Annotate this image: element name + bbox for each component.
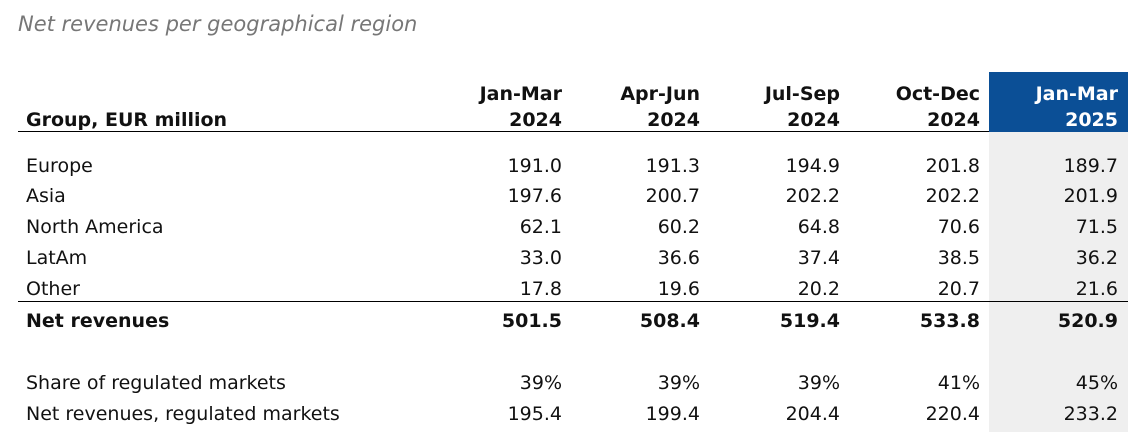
cell-value: 520.9 — [1057, 310, 1118, 332]
cell-value: 36.2 — [1075, 247, 1118, 269]
cell-value: 191.3 — [645, 155, 700, 177]
cell-value: 62.1 — [519, 216, 562, 238]
cell-value: 70.6 — [937, 216, 980, 238]
cell-value: 39% — [657, 372, 700, 394]
cell-value: 201.9 — [1063, 185, 1118, 207]
row-label: Other — [26, 278, 80, 300]
row-label: LatAm — [26, 247, 88, 269]
cell-value: 533.8 — [919, 310, 980, 332]
cell-value: 191.0 — [507, 155, 562, 177]
cell-value: 64.8 — [797, 216, 840, 238]
cell-value: 36.6 — [657, 247, 700, 269]
column-year: 2024 — [647, 109, 700, 131]
header-label: Group, EUR million — [26, 109, 228, 131]
cell-value: 201.8 — [925, 155, 980, 177]
cell-value: 204.4 — [785, 403, 840, 425]
header-rule — [18, 131, 989, 132]
highlight-header — [989, 72, 1128, 132]
column-year: 2024 — [927, 109, 980, 131]
cell-value: 37.4 — [797, 247, 840, 269]
cell-value: 508.4 — [639, 310, 700, 332]
cell-value: 220.4 — [925, 403, 980, 425]
column-period: Oct-Dec — [895, 83, 980, 105]
cell-value: 20.7 — [937, 278, 980, 300]
cell-value: 233.2 — [1063, 403, 1118, 425]
cell-value: 41% — [937, 372, 980, 394]
cell-value: 197.6 — [507, 185, 562, 207]
cell-value: 200.7 — [645, 185, 700, 207]
cell-value: 189.7 — [1063, 155, 1118, 177]
cell-value: 501.5 — [501, 310, 562, 332]
cell-value: 21.6 — [1075, 278, 1118, 300]
row-label: North America — [26, 216, 164, 238]
cell-value: 194.9 — [785, 155, 840, 177]
cell-value: 519.4 — [779, 310, 840, 332]
cell-value: 60.2 — [657, 216, 700, 238]
column-period: Jul-Sep — [764, 83, 840, 105]
cell-value: 33.0 — [519, 247, 562, 269]
cell-value: 38.5 — [937, 247, 980, 269]
cell-value: 199.4 — [645, 403, 700, 425]
column-period: Apr-Jun — [620, 83, 700, 105]
row-label: Asia — [26, 185, 66, 207]
title: Net revenues per geographical region — [18, 12, 418, 36]
row-label: Net revenues — [26, 310, 170, 332]
row-label: Net revenues, regulated markets — [26, 403, 340, 425]
column-year: 2024 — [509, 109, 562, 131]
total-rule — [18, 301, 1128, 302]
cell-value: 20.2 — [797, 278, 840, 300]
cell-value: 202.2 — [785, 185, 840, 207]
cell-value: 45% — [1075, 372, 1118, 394]
highlight-column — [989, 132, 1128, 432]
column-period: Jan-Mar — [1035, 83, 1118, 105]
cell-value: 195.4 — [507, 403, 562, 425]
column-period: Jan-Mar — [479, 83, 562, 105]
cell-value: 71.5 — [1075, 216, 1118, 238]
cell-value: 39% — [797, 372, 840, 394]
cell-value: 39% — [519, 372, 562, 394]
column-year: 2025 — [1065, 109, 1118, 131]
row-label: Share of regulated markets — [26, 372, 286, 394]
column-year: 2024 — [787, 109, 840, 131]
row-label: Europe — [26, 155, 93, 177]
cell-value: 202.2 — [925, 185, 980, 207]
cell-value: 19.6 — [657, 278, 700, 300]
cell-value: 17.8 — [519, 278, 562, 300]
